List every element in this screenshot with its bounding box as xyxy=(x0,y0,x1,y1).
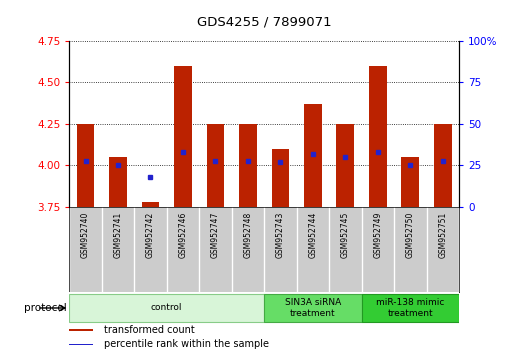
Text: miR-138 mimic
treatment: miR-138 mimic treatment xyxy=(376,298,445,318)
Bar xyxy=(434,124,452,207)
Text: percentile rank within the sample: percentile rank within the sample xyxy=(104,339,269,349)
Text: GSM952747: GSM952747 xyxy=(211,211,220,258)
Text: GSM952748: GSM952748 xyxy=(244,211,252,258)
Bar xyxy=(369,66,387,207)
Text: GSM952741: GSM952741 xyxy=(113,211,123,258)
Text: transformed count: transformed count xyxy=(104,325,195,335)
Bar xyxy=(174,66,192,207)
Bar xyxy=(207,124,224,207)
Bar xyxy=(69,294,264,322)
Text: SIN3A siRNA
treatment: SIN3A siRNA treatment xyxy=(285,298,341,318)
Bar xyxy=(239,124,257,207)
Text: GSM952750: GSM952750 xyxy=(406,211,415,258)
Text: GSM952751: GSM952751 xyxy=(439,211,447,258)
Bar xyxy=(337,124,354,207)
Bar xyxy=(109,157,127,207)
Text: GSM952744: GSM952744 xyxy=(308,211,318,258)
Text: GSM952742: GSM952742 xyxy=(146,211,155,258)
Text: protocol: protocol xyxy=(24,303,67,313)
Text: GSM952749: GSM952749 xyxy=(373,211,382,258)
Bar xyxy=(402,157,419,207)
Bar xyxy=(264,294,362,322)
Bar xyxy=(142,202,160,207)
Text: control: control xyxy=(151,303,183,313)
Text: GDS4255 / 7899071: GDS4255 / 7899071 xyxy=(197,16,331,29)
Text: GSM952740: GSM952740 xyxy=(81,211,90,258)
Bar xyxy=(69,343,93,345)
Text: GSM952746: GSM952746 xyxy=(179,211,187,258)
Bar xyxy=(76,124,94,207)
Text: GSM952743: GSM952743 xyxy=(276,211,285,258)
Bar xyxy=(271,149,289,207)
Bar xyxy=(304,104,322,207)
Bar xyxy=(69,329,93,331)
Text: GSM952745: GSM952745 xyxy=(341,211,350,258)
Bar xyxy=(362,294,459,322)
